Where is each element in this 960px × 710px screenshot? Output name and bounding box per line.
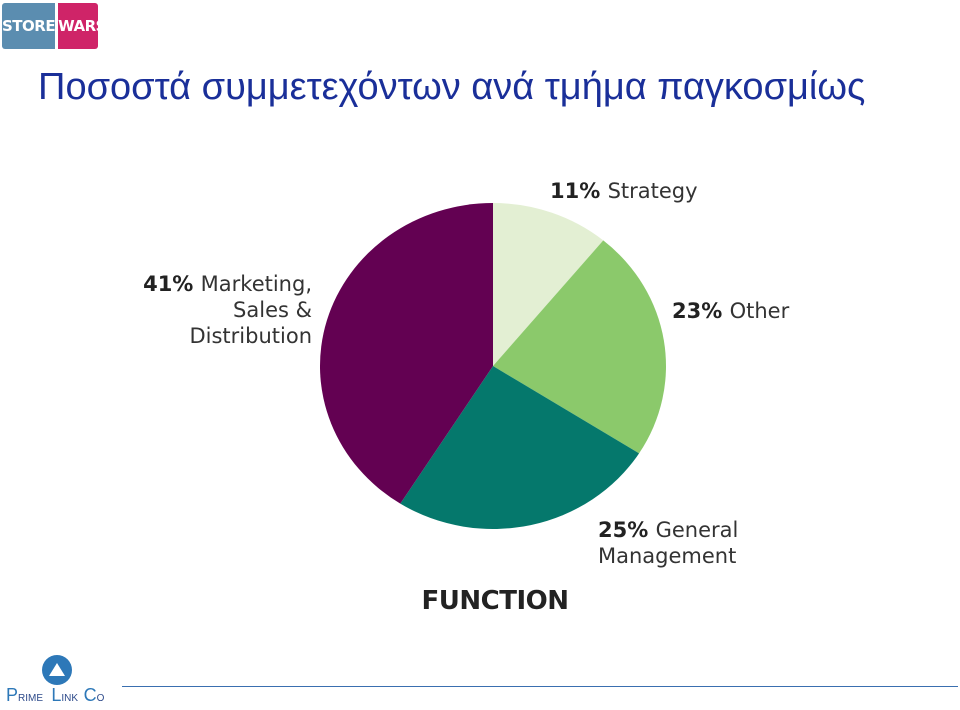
slice-label-line: Management (598, 544, 736, 568)
chart-title: FUNCTION (421, 586, 570, 616)
prime-link-co-logo: PRIME LINK CO (4, 655, 114, 707)
slice-label-line: Strategy (608, 179, 698, 203)
pie-slice-other (493, 240, 666, 454)
slice-percent: 25% (598, 518, 656, 542)
logo-wars-text: WARS (58, 3, 98, 49)
logo-store-text: STORE (2, 3, 56, 49)
store-wars-logo: STORE WARS (2, 3, 98, 49)
pie-slice-general-management (400, 366, 640, 530)
slice-label-line: Sales & (233, 298, 312, 322)
footer-logo-text: PRIME LINK CO (6, 685, 105, 705)
pie-slice-strategy (493, 203, 604, 366)
triangle-emblem-icon (42, 655, 72, 685)
slice-label-other: 23% Other (672, 299, 790, 323)
slice-label-strategy: 11% Strategy (550, 179, 698, 203)
pie-slice-marketing-sales-distribution (319, 202, 493, 504)
page-title: Ποσοστά συμμετεχόντων ανά τμήμα παγκοσμί… (38, 66, 866, 108)
slice-label-marketing-sales-distribution: 41% Marketing, Sales & Distribution (143, 272, 312, 348)
slice-percent: 41% (143, 272, 201, 296)
slice-percent: 23% (672, 299, 730, 323)
slice-label-general-management: 25% General Management (598, 518, 738, 568)
slice-label-line: Other (730, 299, 790, 323)
slice-label-line: General (656, 518, 739, 542)
slice-percent: 11% (550, 179, 608, 203)
slice-label-line: Distribution (189, 324, 312, 348)
slice-label-line: Marketing, (201, 272, 312, 296)
footer-divider (122, 686, 958, 687)
